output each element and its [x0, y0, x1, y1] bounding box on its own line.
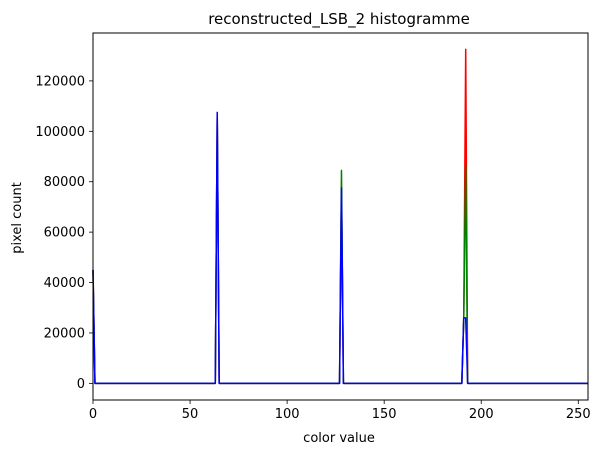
y-tick-label: 80000	[44, 175, 85, 190]
x-tick-label: 100	[275, 407, 300, 422]
series-line-3	[92, 111, 588, 385]
y-tick-label: 120000	[35, 74, 85, 89]
x-tick-label: 150	[372, 407, 397, 422]
x-tick-label: 50	[182, 407, 199, 422]
x-tick-label: 200	[469, 407, 494, 422]
y-tick-label: 40000	[44, 276, 85, 291]
x-tick-label: 250	[566, 407, 591, 422]
y-tick-label: 20000	[44, 326, 85, 341]
y-axis-ticks: 0 20000 40000 60000 80000 100000 120000	[35, 74, 93, 392]
x-axis-label: color value	[303, 431, 375, 446]
series-layer	[92, 48, 588, 385]
x-axis-ticks: 0 50 100 150 200 250	[89, 400, 591, 422]
y-tick-label: 100000	[35, 125, 85, 140]
y-tick-label: 60000	[44, 226, 85, 241]
x-tick-label: 0	[89, 407, 97, 422]
plot-frame	[92, 32, 589, 401]
y-tick-label: 0	[77, 377, 85, 392]
chart-title: reconstructed_LSB_2 histogramme	[208, 10, 470, 29]
y-axis-label: pixel count	[10, 182, 25, 254]
